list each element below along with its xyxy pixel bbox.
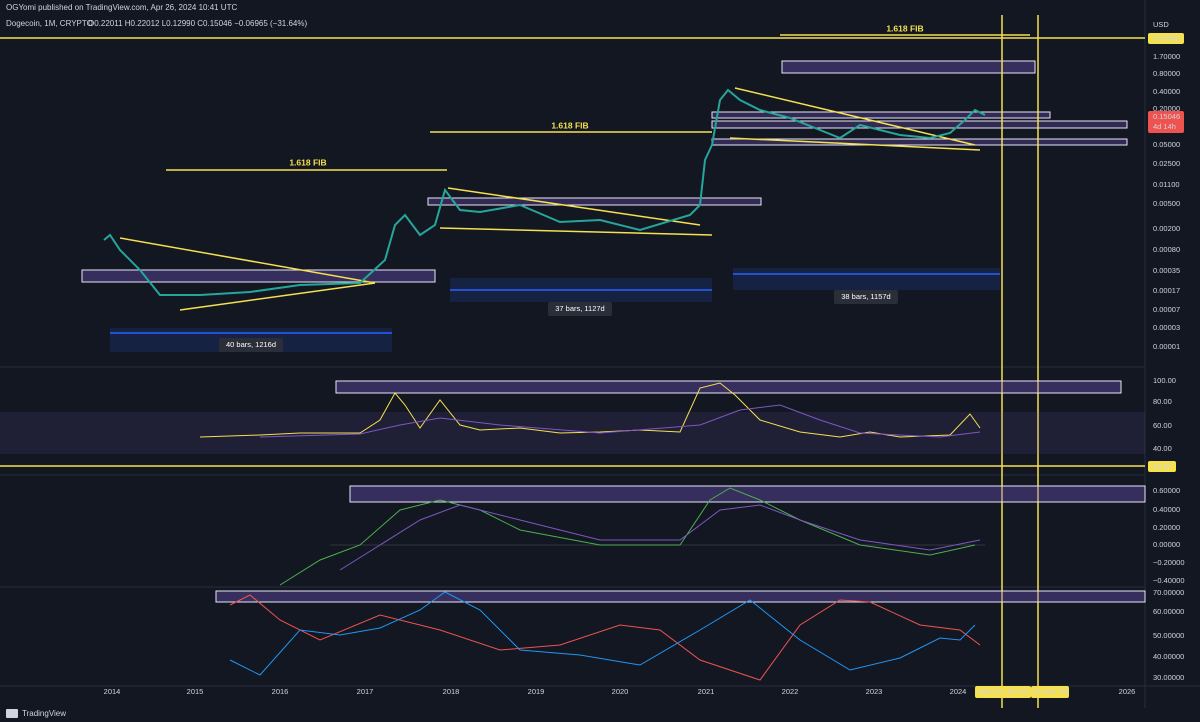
year-label: 2017 (357, 687, 374, 696)
macd-label: −0.20000 (1153, 558, 1185, 567)
rsi-label: 40.00 (1153, 444, 1172, 453)
label-box (219, 338, 283, 352)
currency: USD (1153, 20, 1169, 29)
price-highlight: 3.24545 (1153, 34, 1180, 43)
macd-label: −0.40000 (1153, 576, 1185, 585)
cursor-date: Mon 01 Jul '24 (979, 687, 1028, 696)
price-label: 0.00035 (1153, 266, 1180, 275)
cursor-date: 31 Dec '24 (1032, 687, 1068, 696)
countdown: 4d 14h (1153, 122, 1176, 131)
price-label: 0.20000 (1153, 104, 1180, 113)
dmi-label: 40.00000 (1153, 652, 1184, 661)
year-label: 2018 (443, 687, 460, 696)
publisher: OGYomi published on TradingView.com, Apr… (6, 3, 237, 12)
price-label: 0.05000 (1153, 140, 1180, 149)
year-label: 2023 (866, 687, 883, 696)
drawings (0, 15, 1146, 708)
year-label: 2021 (698, 687, 715, 696)
year-label: 2019 (528, 687, 545, 696)
year-label: 2015 (187, 687, 204, 696)
price-label: 0.00200 (1153, 224, 1180, 233)
year-label: 2016 (272, 687, 289, 696)
label-box (548, 302, 612, 316)
range-label: 40 bars, 1216d (226, 340, 276, 349)
fib-label: 1.618 FIB (289, 157, 326, 167)
price-label: 0.80000 (1153, 69, 1180, 78)
price-label: 1.70000 (1153, 52, 1180, 61)
price-label: 0.00017 (1153, 286, 1180, 295)
price-label: 0.02500 (1153, 159, 1180, 168)
rsi-label: 100.00 (1153, 376, 1176, 385)
price-label: 0.00007 (1153, 305, 1180, 314)
year-label: 2020 (612, 687, 629, 696)
macd-label: 0.60000 (1153, 486, 1180, 495)
fib-label: 1.618 FIB (551, 120, 588, 130)
label-box (1148, 33, 1184, 44)
range-label: 37 bars, 1127d (555, 304, 604, 313)
label-box (834, 290, 898, 304)
rsi-label: 80.00 (1153, 397, 1172, 406)
macd-label: 0.00000 (1153, 540, 1180, 549)
fib-label: 1.618 FIB (886, 23, 923, 33)
price-label: 0.40000 (1153, 87, 1180, 96)
year-label: 2024 (950, 687, 967, 696)
label-box (1148, 461, 1176, 472)
year-label: 2026 (1119, 687, 1136, 696)
symbol: Dogecoin, 1M, CRYPTO (6, 19, 93, 28)
price-label: 0.00003 (1153, 323, 1180, 332)
label-box (1031, 686, 1069, 698)
dmi-label: 50.00000 (1153, 631, 1184, 640)
label-box (1148, 111, 1184, 133)
year-label: 2014 (104, 687, 121, 696)
price-label: 0.00001 (1153, 342, 1180, 351)
logo (6, 709, 18, 718)
brand: TradingView (22, 709, 66, 718)
range-label: 38 bars, 1157d (841, 292, 890, 301)
last-price: 0.15046 (1153, 112, 1180, 121)
macd-label: 0.20000 (1153, 523, 1180, 532)
label-box (975, 686, 1031, 698)
price-label: 0.00080 (1153, 245, 1180, 254)
price-label: 0.01100 (1153, 180, 1180, 189)
price-label: 0.00500 (1153, 199, 1180, 208)
dmi-label: 60.00000 (1153, 607, 1184, 616)
rsi-label: 60.00 (1153, 421, 1172, 430)
macd-label: 0.40000 (1153, 505, 1180, 514)
year-label: 2022 (782, 687, 799, 696)
rsi-highlight: 18.57 (1153, 462, 1172, 471)
dmi-label: 30.00000 (1153, 673, 1184, 682)
dmi-label: 70.00000 (1153, 588, 1184, 597)
ohlc: O0.22011 H0.22012 L0.12990 C0.15046 −0.0… (88, 19, 307, 28)
